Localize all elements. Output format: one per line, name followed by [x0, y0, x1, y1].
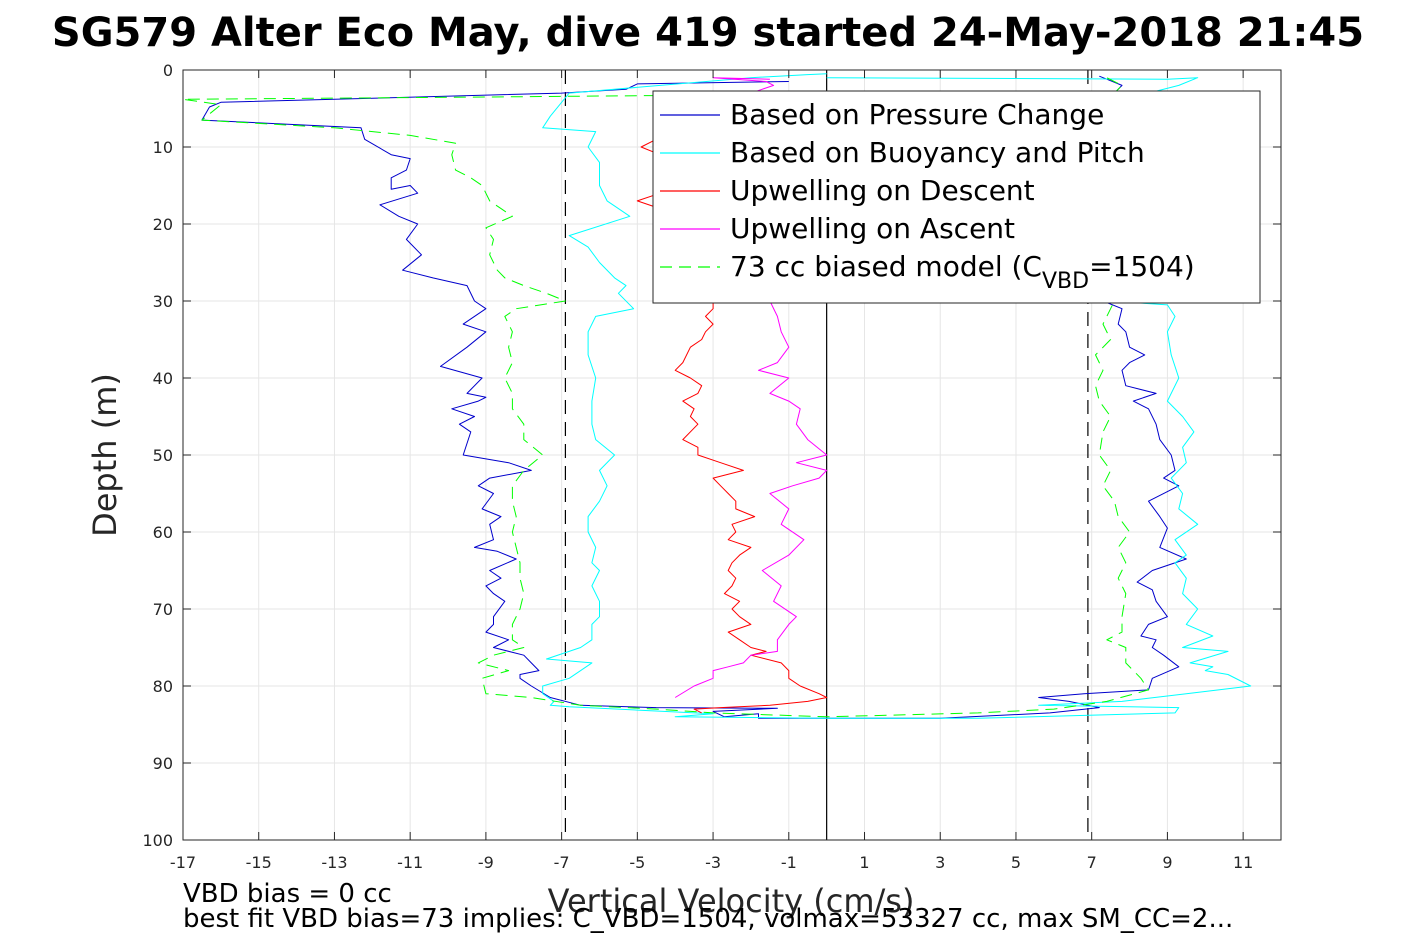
series-line-5 — [182, 77, 1149, 718]
legend-label-tail: =1504) — [1089, 250, 1195, 283]
x-tick-label: 3 — [935, 853, 945, 872]
y-tick-label: 30 — [153, 292, 173, 311]
x-tick-label: 11 — [1233, 853, 1253, 872]
y-tick-label: 70 — [153, 600, 173, 619]
x-tick-label: -13 — [321, 853, 347, 872]
x-tick-label: -5 — [629, 853, 645, 872]
vbd-bias-note: VBD bias = 0 cc — [183, 879, 392, 909]
x-axis-label: Vertical Velocity (cm/s) — [548, 882, 915, 920]
y-tick-label: 60 — [153, 523, 173, 542]
legend-box — [652, 90, 1261, 304]
legend-label: Upwelling on Ascent — [730, 212, 1015, 245]
legend-label: Based on Pressure Change — [730, 98, 1104, 131]
x-tick-label: 5 — [1011, 853, 1021, 872]
x-tick-label: -15 — [246, 853, 272, 872]
x-tick-label: -9 — [478, 853, 494, 872]
legend-label: 73 cc biased model (CVBD=1504) — [730, 250, 1195, 294]
legend: Based on Pressure Change Based on Buoyanc… — [652, 90, 1261, 304]
tick-labels: -17 -15 -13 -11 -9 -7 -5 -3 -1 1 3 5 7 9 1101020304050… — [142, 61, 1281, 872]
x-tick-label: 1 — [859, 853, 869, 872]
legend-label-main: 73 cc biased model (C — [730, 250, 1042, 283]
legend-label: Based on Buoyancy and Pitch — [730, 136, 1145, 169]
series-line-1 — [201, 75, 1187, 719]
best-fit-note: best fit VBD bias=73 implies: C_VBD=1504… — [183, 904, 1233, 934]
x-tick-label: -7 — [554, 853, 570, 872]
chart-title: SG579 Alter Eco May, dive 419 started 24… — [52, 10, 1364, 56]
x-tick-label: -1 — [781, 853, 797, 872]
y-axis-label: Depth (m) — [86, 373, 124, 537]
y-tick-label: 40 — [153, 369, 173, 388]
x-tick-label: 9 — [1162, 853, 1172, 872]
legend-label: Upwelling on Descent — [730, 174, 1035, 207]
x-tick-label: -3 — [705, 853, 721, 872]
y-tick-label: 50 — [153, 446, 173, 465]
y-tick-label: 20 — [153, 215, 173, 234]
y-tick-label: 90 — [153, 754, 173, 773]
x-tick-label: -11 — [397, 853, 423, 872]
x-tick-label: 7 — [1087, 853, 1097, 872]
y-tick-label: 80 — [153, 677, 173, 696]
series-line-2 — [542, 73, 1252, 719]
legend-label-subscript: VBD — [1042, 269, 1089, 294]
y-tick-label: 100 — [142, 831, 173, 850]
y-tick-label: 10 — [153, 138, 173, 157]
y-tick-label: 0 — [163, 61, 173, 80]
x-tick-label: -17 — [170, 853, 196, 872]
